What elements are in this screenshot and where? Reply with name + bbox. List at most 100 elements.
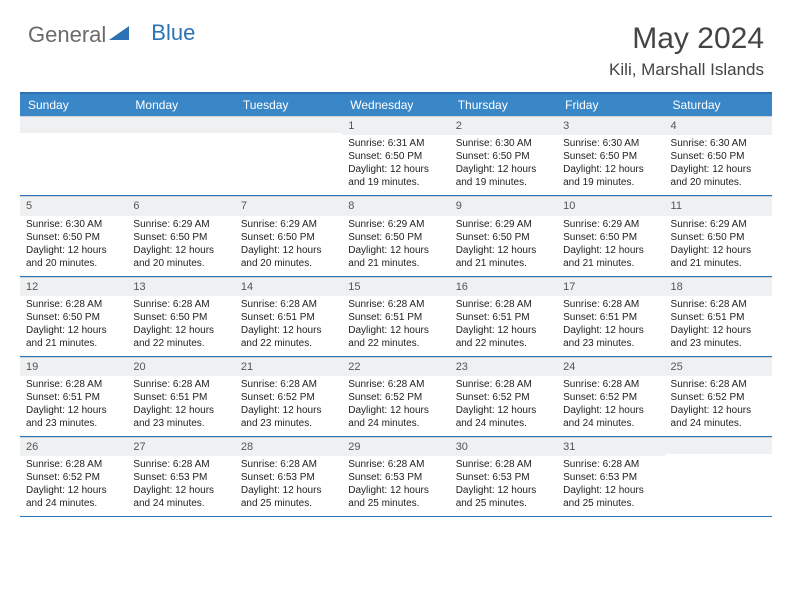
sunrise-text: Sunrise: 6:28 AM xyxy=(241,458,336,471)
day-body: Sunrise: 6:30 AMSunset: 6:50 PMDaylight:… xyxy=(557,135,664,195)
calendar-week: 26Sunrise: 6:28 AMSunset: 6:52 PMDayligh… xyxy=(20,437,772,517)
brand-text-1: General xyxy=(28,22,106,48)
calendar-day: 5Sunrise: 6:30 AMSunset: 6:50 PMDaylight… xyxy=(20,196,127,275)
day-body: Sunrise: 6:28 AMSunset: 6:50 PMDaylight:… xyxy=(20,296,127,356)
daylight-text: Daylight: 12 hours and 24 minutes. xyxy=(563,404,658,430)
weekday-header: Sunday xyxy=(20,94,127,116)
day-number xyxy=(20,116,127,133)
sunset-text: Sunset: 6:50 PM xyxy=(456,150,551,163)
sunrise-text: Sunrise: 6:28 AM xyxy=(133,378,228,391)
sunset-text: Sunset: 6:52 PM xyxy=(671,391,766,404)
sunrise-text: Sunrise: 6:28 AM xyxy=(241,378,336,391)
daylight-text: Daylight: 12 hours and 25 minutes. xyxy=(348,484,443,510)
calendar-day: 28Sunrise: 6:28 AMSunset: 6:53 PMDayligh… xyxy=(235,437,342,516)
day-number xyxy=(235,116,342,133)
calendar-day: 26Sunrise: 6:28 AMSunset: 6:52 PMDayligh… xyxy=(20,437,127,516)
sunset-text: Sunset: 6:50 PM xyxy=(456,231,551,244)
calendar-day: 16Sunrise: 6:28 AMSunset: 6:51 PMDayligh… xyxy=(450,277,557,356)
day-body: Sunrise: 6:28 AMSunset: 6:51 PMDaylight:… xyxy=(235,296,342,356)
daylight-text: Daylight: 12 hours and 23 minutes. xyxy=(671,324,766,350)
calendar-day: 21Sunrise: 6:28 AMSunset: 6:52 PMDayligh… xyxy=(235,357,342,436)
sunset-text: Sunset: 6:53 PM xyxy=(563,471,658,484)
sunrise-text: Sunrise: 6:29 AM xyxy=(348,218,443,231)
sunrise-text: Sunrise: 6:28 AM xyxy=(348,458,443,471)
calendar-day xyxy=(235,116,342,195)
sunset-text: Sunset: 6:53 PM xyxy=(133,471,228,484)
sunrise-text: Sunrise: 6:28 AM xyxy=(348,298,443,311)
day-number: 18 xyxy=(665,277,772,296)
sunset-text: Sunset: 6:52 PM xyxy=(563,391,658,404)
day-number: 8 xyxy=(342,196,449,215)
sunset-text: Sunset: 6:52 PM xyxy=(26,471,121,484)
sunset-text: Sunset: 6:51 PM xyxy=(133,391,228,404)
daylight-text: Daylight: 12 hours and 24 minutes. xyxy=(133,484,228,510)
calendar-day: 20Sunrise: 6:28 AMSunset: 6:51 PMDayligh… xyxy=(127,357,234,436)
sunrise-text: Sunrise: 6:28 AM xyxy=(671,298,766,311)
sunrise-text: Sunrise: 6:31 AM xyxy=(348,137,443,150)
sunrise-text: Sunrise: 6:28 AM xyxy=(563,298,658,311)
day-number: 24 xyxy=(557,357,664,376)
sunset-text: Sunset: 6:50 PM xyxy=(133,311,228,324)
daylight-text: Daylight: 12 hours and 22 minutes. xyxy=(456,324,551,350)
day-body: Sunrise: 6:28 AMSunset: 6:53 PMDaylight:… xyxy=(450,456,557,516)
calendar-day: 9Sunrise: 6:29 AMSunset: 6:50 PMDaylight… xyxy=(450,196,557,275)
calendar-day: 30Sunrise: 6:28 AMSunset: 6:53 PMDayligh… xyxy=(450,437,557,516)
day-number: 1 xyxy=(342,116,449,135)
sunrise-text: Sunrise: 6:28 AM xyxy=(26,298,121,311)
brand-text-2: Blue xyxy=(151,20,195,46)
sunrise-text: Sunrise: 6:28 AM xyxy=(671,378,766,391)
day-body: Sunrise: 6:31 AMSunset: 6:50 PMDaylight:… xyxy=(342,135,449,195)
weekday-header: Saturday xyxy=(665,94,772,116)
title-block: May 2024 Kili, Marshall Islands xyxy=(609,22,764,80)
sunrise-text: Sunrise: 6:28 AM xyxy=(26,458,121,471)
sunrise-text: Sunrise: 6:28 AM xyxy=(26,378,121,391)
sunset-text: Sunset: 6:53 PM xyxy=(348,471,443,484)
calendar-day: 24Sunrise: 6:28 AMSunset: 6:52 PMDayligh… xyxy=(557,357,664,436)
day-body: Sunrise: 6:30 AMSunset: 6:50 PMDaylight:… xyxy=(665,135,772,195)
sunset-text: Sunset: 6:50 PM xyxy=(563,150,658,163)
sunset-text: Sunset: 6:50 PM xyxy=(348,150,443,163)
daylight-text: Daylight: 12 hours and 22 minutes. xyxy=(241,324,336,350)
calendar-week: 1Sunrise: 6:31 AMSunset: 6:50 PMDaylight… xyxy=(20,116,772,196)
day-number: 25 xyxy=(665,357,772,376)
sunset-text: Sunset: 6:52 PM xyxy=(348,391,443,404)
sunrise-text: Sunrise: 6:28 AM xyxy=(456,458,551,471)
daylight-text: Daylight: 12 hours and 20 minutes. xyxy=(26,244,121,270)
weekday-header: Wednesday xyxy=(342,94,449,116)
sunset-text: Sunset: 6:52 PM xyxy=(241,391,336,404)
calendar-day: 17Sunrise: 6:28 AMSunset: 6:51 PMDayligh… xyxy=(557,277,664,356)
day-body: Sunrise: 6:29 AMSunset: 6:50 PMDaylight:… xyxy=(665,216,772,276)
calendar-day: 27Sunrise: 6:28 AMSunset: 6:53 PMDayligh… xyxy=(127,437,234,516)
daylight-text: Daylight: 12 hours and 21 minutes. xyxy=(671,244,766,270)
day-body: Sunrise: 6:29 AMSunset: 6:50 PMDaylight:… xyxy=(127,216,234,276)
sunrise-text: Sunrise: 6:29 AM xyxy=(671,218,766,231)
day-number: 20 xyxy=(127,357,234,376)
sunrise-text: Sunrise: 6:28 AM xyxy=(241,298,336,311)
day-body: Sunrise: 6:28 AMSunset: 6:52 PMDaylight:… xyxy=(20,456,127,516)
daylight-text: Daylight: 12 hours and 19 minutes. xyxy=(348,163,443,189)
day-number: 19 xyxy=(20,357,127,376)
daylight-text: Daylight: 12 hours and 19 minutes. xyxy=(563,163,658,189)
day-body: Sunrise: 6:30 AMSunset: 6:50 PMDaylight:… xyxy=(20,216,127,276)
triangle-icon xyxy=(109,24,131,47)
day-number: 16 xyxy=(450,277,557,296)
day-body: Sunrise: 6:28 AMSunset: 6:52 PMDaylight:… xyxy=(235,376,342,436)
daylight-text: Daylight: 12 hours and 22 minutes. xyxy=(348,324,443,350)
sunset-text: Sunset: 6:50 PM xyxy=(26,231,121,244)
sunrise-text: Sunrise: 6:28 AM xyxy=(456,298,551,311)
daylight-text: Daylight: 12 hours and 21 minutes. xyxy=(563,244,658,270)
sunset-text: Sunset: 6:50 PM xyxy=(348,231,443,244)
day-number: 15 xyxy=(342,277,449,296)
day-body xyxy=(235,133,342,141)
page-header: General Blue May 2024 Kili, Marshall Isl… xyxy=(0,0,792,90)
calendar-week: 12Sunrise: 6:28 AMSunset: 6:50 PMDayligh… xyxy=(20,277,772,357)
day-body: Sunrise: 6:28 AMSunset: 6:53 PMDaylight:… xyxy=(127,456,234,516)
day-body: Sunrise: 6:30 AMSunset: 6:50 PMDaylight:… xyxy=(450,135,557,195)
sunrise-text: Sunrise: 6:30 AM xyxy=(671,137,766,150)
daylight-text: Daylight: 12 hours and 25 minutes. xyxy=(456,484,551,510)
sunrise-text: Sunrise: 6:28 AM xyxy=(348,378,443,391)
daylight-text: Daylight: 12 hours and 21 minutes. xyxy=(26,324,121,350)
day-number: 10 xyxy=(557,196,664,215)
calendar-day: 12Sunrise: 6:28 AMSunset: 6:50 PMDayligh… xyxy=(20,277,127,356)
sunset-text: Sunset: 6:50 PM xyxy=(241,231,336,244)
